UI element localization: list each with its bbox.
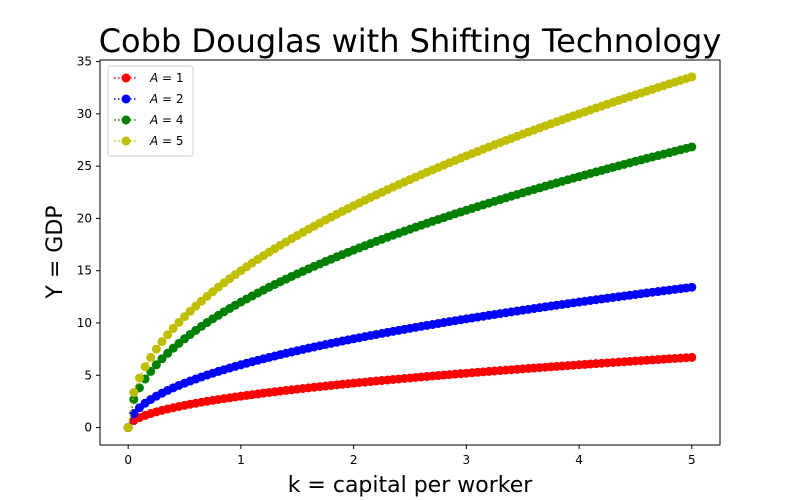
legend-var: A: [149, 92, 158, 106]
legend-marker: [121, 94, 131, 104]
data-point: [687, 352, 697, 362]
legend-label: A = 1: [149, 71, 184, 85]
y-axis: 0 5 10 15 20 25 30 35: [77, 55, 100, 435]
series-layer: [123, 72, 697, 433]
legend-item: A = 1: [114, 71, 184, 85]
legend-label: A = 4: [149, 113, 184, 127]
series-3: [123, 142, 697, 433]
data-point: [157, 354, 167, 364]
series-4: [123, 72, 697, 433]
y-tick-label: 35: [77, 55, 92, 69]
x-axis: 0 1 2 3 4 5: [124, 445, 696, 467]
series-1: [123, 352, 697, 433]
data-point: [687, 72, 697, 82]
legend-value: 5: [176, 134, 184, 148]
y-tick-label: 10: [77, 316, 92, 330]
data-point: [129, 387, 139, 397]
legend-var: A: [149, 113, 158, 127]
legend-item: A = 5: [114, 134, 184, 148]
data-point: [687, 282, 697, 292]
legend: A = 1A = 2A = 4A = 5: [107, 65, 194, 157]
legend-item: A = 4: [114, 113, 184, 127]
y-tick-label: 20: [77, 211, 92, 225]
data-point: [174, 317, 184, 327]
legend-box: [107, 65, 194, 157]
x-tick-label: 3: [463, 453, 471, 467]
legend-label: A = 5: [149, 134, 184, 148]
y-tick-label: 5: [84, 368, 92, 382]
chart-title: Cobb Douglas with Shifting Technology: [99, 22, 722, 60]
data-point: [146, 352, 156, 362]
legend-marker: [121, 73, 131, 83]
series-2: [123, 282, 697, 433]
x-axis-label: k = capital per worker: [288, 473, 534, 498]
legend-var: A: [149, 134, 158, 148]
legend-marker: [121, 115, 131, 125]
data-point: [134, 373, 144, 383]
legend-equals: =: [158, 113, 176, 127]
legend-equals: =: [158, 71, 176, 85]
legend-marker: [121, 136, 131, 146]
legend-value: 1: [176, 71, 184, 85]
data-point: [687, 142, 697, 152]
data-point: [163, 330, 173, 340]
y-axis-label: Y = GDP: [43, 205, 68, 299]
y-tick-label: 25: [77, 159, 92, 173]
legend-equals: =: [158, 92, 176, 106]
legend-label: A = 2: [149, 92, 184, 106]
legend-value: 4: [176, 113, 184, 127]
data-point: [140, 362, 150, 372]
y-tick-label: 15: [77, 264, 92, 278]
legend-value: 2: [176, 92, 184, 106]
data-point: [157, 337, 167, 347]
data-point: [129, 394, 139, 404]
data-point: [151, 344, 161, 354]
legend-equals: =: [158, 134, 176, 148]
data-point: [180, 312, 190, 322]
x-tick-label: 4: [575, 453, 583, 467]
x-tick-label: 1: [237, 453, 245, 467]
legend-var: A: [149, 71, 158, 85]
data-point: [151, 360, 161, 370]
data-point: [168, 323, 178, 333]
legend-item: A = 2: [114, 92, 184, 106]
data-point: [123, 423, 133, 433]
x-tick-label: 2: [350, 453, 358, 467]
plot-frame: [99, 59, 721, 446]
x-tick-label: 0: [124, 453, 132, 467]
y-tick-label: 30: [77, 107, 92, 121]
y-tick-label: 0: [84, 421, 92, 435]
x-tick-label: 5: [688, 453, 696, 467]
